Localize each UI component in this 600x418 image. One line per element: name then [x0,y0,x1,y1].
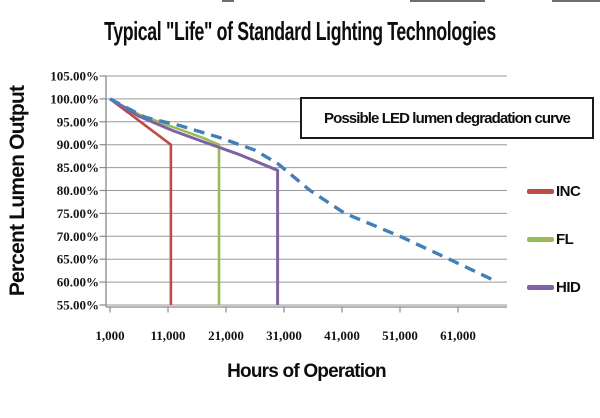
x-tick-label-5: 51,000 [382,328,418,343]
led-annotation-text: Possible LED lumen degradation curve [323,109,571,127]
legend-label-INC: INC [556,182,581,200]
screen-artifact [410,0,485,2]
series-FL-line [109,97,221,305]
series-INC-line [109,97,173,305]
screen-artifact [552,0,600,2]
series-LED-line [109,97,494,282]
legend-label-HID: HID [556,278,581,296]
legend-item-HID: HID [527,278,581,296]
screen-artifact [222,0,234,2]
legend-label-FL: FL [556,230,574,248]
y-tick-label-7: 70.00% [57,229,99,244]
y-tick-label-5: 80.00% [57,183,99,198]
y-tick-label-4: 85.00% [57,160,99,175]
led-annotation-box: Possible LED lumen degradation curve [300,97,594,139]
x-tick-label-6: 61,000 [440,328,476,343]
x-axis-title: Hours of Operation [227,361,387,382]
y-tick-label-9: 60.00% [57,275,99,290]
legend-swatch-FL [527,236,554,242]
y-tick-label-6: 75.00% [57,206,99,221]
legend: INC FL HID [527,182,581,327]
y-tick-label-8: 65.00% [57,252,99,267]
chart-title: Typical "Life" of Standard Lighting Tech… [104,16,496,46]
y-tick-label-10: 55.00% [57,298,99,313]
y-tick-label-0: 105.00% [50,69,99,84]
x-tick-label-0: 1,000 [95,328,124,343]
legend-item-INC: INC [527,182,581,200]
legend-swatch-HID [527,284,554,290]
legend-swatch-INC [527,188,554,194]
x-tick-label-4: 41,000 [324,328,360,343]
x-tick-label-1: 11,000 [150,328,185,343]
y-tick-label-1: 100.00% [50,91,99,106]
x-tick-label-3: 31,000 [266,328,302,343]
x-tick-label-2: 21,000 [208,328,244,343]
series-HID-line [109,97,280,305]
y-tick-label-3: 90.00% [57,137,99,152]
y-tick-label-2: 95.00% [57,114,99,129]
legend-item-FL: FL [527,230,580,248]
